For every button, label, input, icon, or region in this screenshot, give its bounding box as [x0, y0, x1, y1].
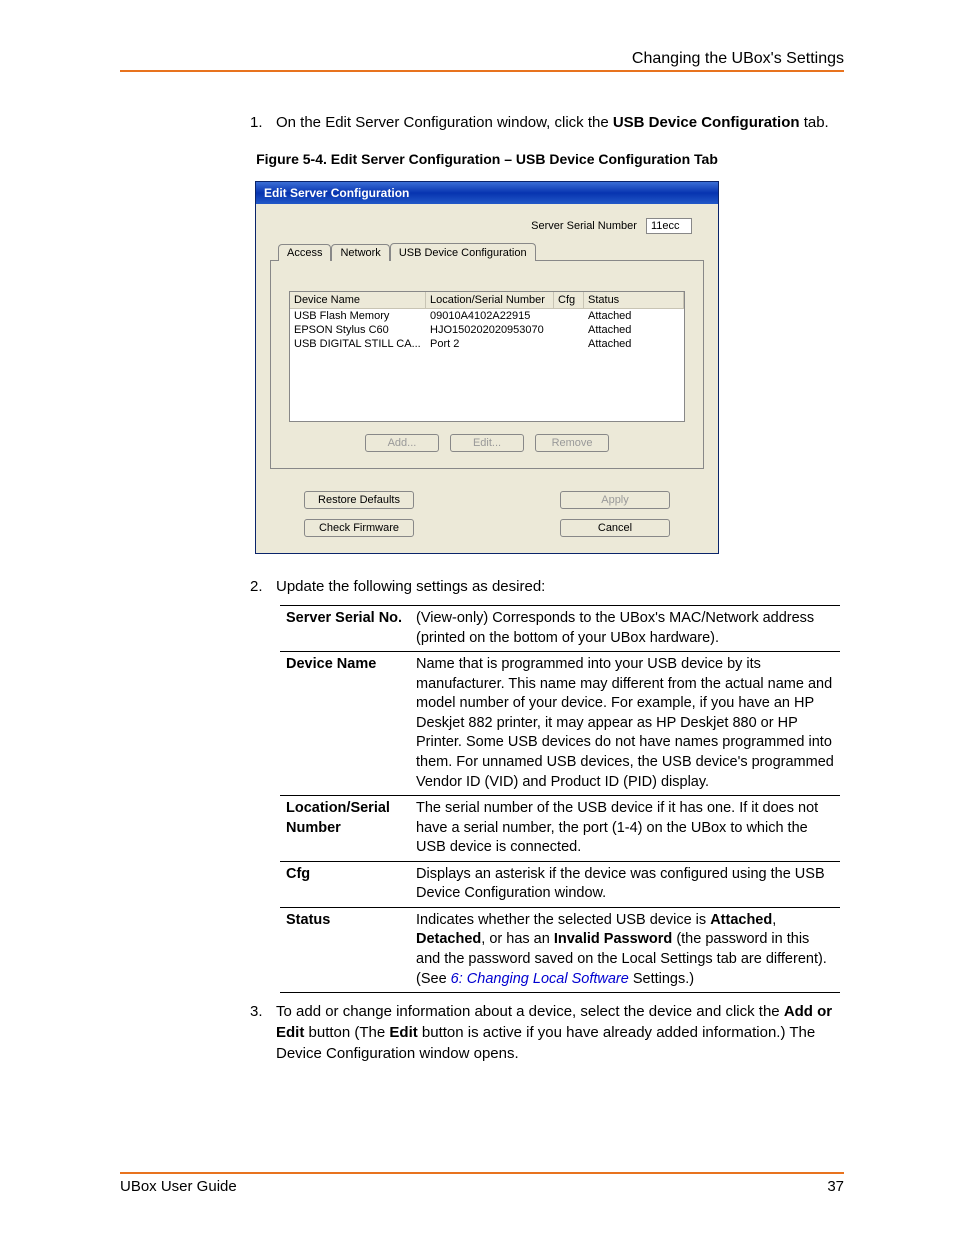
- col-location[interactable]: Location/Serial Number: [426, 292, 554, 309]
- settings-table: Server Serial No. (View-only) Correspond…: [280, 605, 840, 993]
- table-buttons: Add... Edit... Remove: [289, 434, 685, 452]
- step-3: 3. To add or change information about a …: [250, 1001, 844, 1064]
- cross-ref-link[interactable]: 6: Changing Local Software: [451, 971, 629, 987]
- setting-label: Location/Serial Number: [280, 796, 410, 862]
- dialog-bottom-buttons: Restore Defaults Check Firmware Apply Ca…: [270, 491, 704, 537]
- cancel-button[interactable]: Cancel: [560, 519, 670, 537]
- setting-desc: (View-only) Corresponds to the UBox's MA…: [410, 606, 840, 652]
- restore-defaults-button[interactable]: Restore Defaults: [304, 491, 414, 509]
- tab-network[interactable]: Network: [331, 244, 389, 261]
- step-number: 1.: [250, 112, 276, 133]
- setting-desc: Displays an asterisk if the device was c…: [410, 861, 840, 907]
- page-header: Changing the UBox's Settings: [120, 50, 844, 72]
- step-text: To add or change information about a dev…: [276, 1001, 844, 1064]
- check-firmware-button[interactable]: Check Firmware: [304, 519, 414, 537]
- dialog-body: Server Serial Number 11ecc Access Networ…: [256, 204, 718, 553]
- table-row: Status Indicates whether the selected US…: [280, 907, 840, 992]
- table-row[interactable]: EPSON Stylus C60 HJO150202020953070 Atta…: [290, 323, 684, 337]
- setting-label: Status: [280, 907, 410, 992]
- setting-label: Cfg: [280, 861, 410, 907]
- setting-desc: The serial number of the USB device if i…: [410, 796, 840, 862]
- step-text: Update the following settings as desired…: [276, 576, 844, 597]
- table-row: Device Name Name that is programmed into…: [280, 652, 840, 796]
- table-row[interactable]: USB DIGITAL STILL CA... Port 2 Attached: [290, 337, 684, 351]
- table-row: Server Serial No. (View-only) Correspond…: [280, 606, 840, 652]
- serial-row: Server Serial Number 11ecc: [270, 218, 692, 234]
- serial-label: Server Serial Number: [531, 220, 637, 232]
- col-cfg[interactable]: Cfg: [554, 292, 584, 309]
- setting-desc: Name that is programmed into your USB de…: [410, 652, 840, 796]
- serial-value: 11ecc: [646, 218, 692, 234]
- edit-button[interactable]: Edit...: [450, 434, 524, 452]
- tab-pane: Device Name Location/Serial Number Cfg S…: [270, 260, 704, 469]
- setting-label: Device Name: [280, 652, 410, 796]
- device-table: Device Name Location/Serial Number Cfg S…: [289, 291, 685, 422]
- col-status[interactable]: Status: [584, 292, 684, 309]
- add-button[interactable]: Add...: [365, 434, 439, 452]
- step-2: 2. Update the following settings as desi…: [250, 576, 844, 597]
- table-header: Device Name Location/Serial Number Cfg S…: [290, 292, 684, 309]
- footer-guide: UBox User Guide: [120, 1178, 237, 1195]
- table-row: Cfg Displays an asterisk if the device w…: [280, 861, 840, 907]
- table-body: USB Flash Memory 09010A4102A22915 Attach…: [290, 309, 684, 421]
- table-row: Location/Serial Number The serial number…: [280, 796, 840, 862]
- table-row[interactable]: USB Flash Memory 09010A4102A22915 Attach…: [290, 309, 684, 323]
- step-text: On the Edit Server Configuration window,…: [276, 112, 844, 133]
- dialog-titlebar: Edit Server Configuration: [256, 182, 718, 204]
- step-number: 3.: [250, 1001, 276, 1064]
- setting-label: Server Serial No.: [280, 606, 410, 652]
- remove-button[interactable]: Remove: [535, 434, 609, 452]
- apply-button[interactable]: Apply: [560, 491, 670, 509]
- setting-desc: Indicates whether the selected USB devic…: [410, 907, 840, 992]
- section-title: Changing the UBox's Settings: [632, 50, 844, 67]
- document-page: Changing the UBox's Settings 1. On the E…: [0, 0, 954, 1235]
- page-footer: UBox User Guide 37: [120, 1172, 844, 1195]
- tab-access[interactable]: Access: [278, 244, 331, 261]
- col-device-name[interactable]: Device Name: [290, 292, 426, 309]
- footer-page: 37: [827, 1178, 844, 1195]
- step-1: 1. On the Edit Server Configuration wind…: [250, 112, 844, 133]
- tab-usb-device-config[interactable]: USB Device Configuration: [390, 243, 536, 261]
- tab-strip: Access Network USB Device Configuration: [278, 242, 704, 261]
- step-number: 2.: [250, 576, 276, 597]
- edit-server-config-dialog: Edit Server Configuration Server Serial …: [255, 181, 719, 554]
- figure-caption: Figure 5-4. Edit Server Configuration – …: [130, 151, 844, 167]
